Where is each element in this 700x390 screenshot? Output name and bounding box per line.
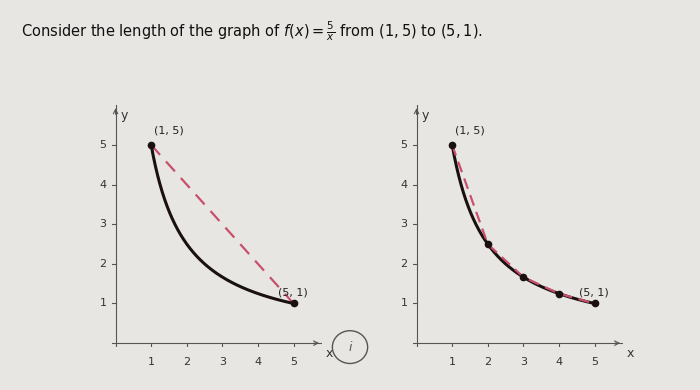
Text: (5, 1): (5, 1) [578, 287, 608, 298]
Text: y: y [121, 109, 128, 122]
Text: 3: 3 [219, 357, 226, 367]
Text: 1: 1 [449, 357, 456, 367]
Text: 5: 5 [99, 140, 106, 150]
Text: 4: 4 [254, 357, 262, 367]
Text: 4: 4 [555, 357, 563, 367]
Text: x: x [326, 347, 333, 360]
Text: x: x [626, 347, 634, 360]
Text: 4: 4 [99, 179, 106, 190]
Text: 3: 3 [400, 219, 407, 229]
Text: y: y [422, 109, 429, 122]
Text: Consider the length of the graph of $f(x) = \frac{5}{x}$ from $(1, 5)$ to $(5, 1: Consider the length of the graph of $f(x… [21, 20, 483, 43]
Text: i: i [349, 340, 351, 354]
Text: 5: 5 [400, 140, 407, 150]
Text: 4: 4 [400, 179, 407, 190]
Text: 2: 2 [484, 357, 491, 367]
Text: (1, 5): (1, 5) [455, 125, 484, 135]
Text: 5: 5 [290, 357, 297, 367]
Text: 2: 2 [99, 259, 106, 269]
Text: 2: 2 [183, 357, 190, 367]
Text: 3: 3 [520, 357, 527, 367]
Text: 1: 1 [99, 298, 106, 308]
Text: (5, 1): (5, 1) [277, 287, 307, 298]
Text: (1, 5): (1, 5) [154, 125, 183, 135]
Text: 2: 2 [400, 259, 407, 269]
Text: 1: 1 [400, 298, 407, 308]
Text: 5: 5 [591, 357, 598, 367]
Text: 3: 3 [99, 219, 106, 229]
Text: 1: 1 [148, 357, 155, 367]
